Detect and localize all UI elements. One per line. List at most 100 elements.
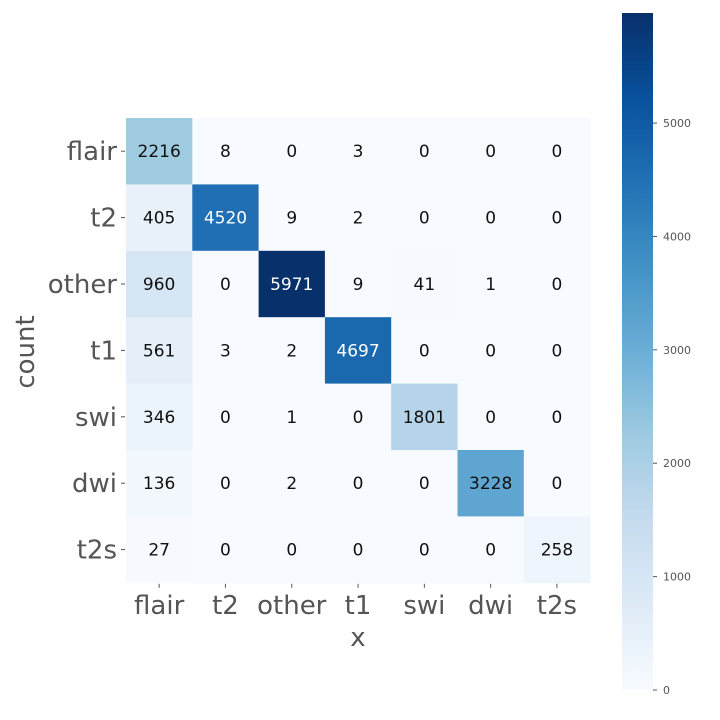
colorbar-tick-label: 3000 (663, 344, 691, 357)
cell-value-label: 0 (485, 142, 496, 162)
heatmap-cell (126, 450, 193, 517)
cell-value-label: 0 (286, 541, 297, 561)
cell-value-label: 0 (485, 209, 496, 229)
heatmap-cell (391, 250, 458, 318)
heatmap-cell (126, 317, 193, 385)
cell-value-label: 0 (552, 275, 563, 295)
heatmap-cell (258, 450, 326, 517)
colorbar-tick-label: 4000 (663, 230, 691, 243)
y-tick-label: dwi (72, 469, 117, 499)
heatmap-cell (126, 516, 193, 584)
cell-value-label: 0 (419, 142, 430, 162)
cell-value-label: 0 (419, 209, 430, 229)
cell-value-label: 0 (220, 541, 231, 561)
heatmap-cell (258, 118, 326, 185)
cell-value-label: 0 (419, 341, 430, 361)
heatmap-cell (192, 516, 260, 584)
cell-value-label: 0 (419, 541, 430, 561)
heatmap-cells (126, 118, 591, 584)
heatmap-cell (391, 184, 458, 252)
cell-value-label: 0 (419, 474, 430, 494)
cell-value-label: 3 (220, 341, 231, 361)
cell-value-label: 0 (286, 142, 297, 162)
heatmap-cell (457, 516, 525, 584)
heatmap-cell (457, 250, 525, 318)
cell-value-label: 0 (353, 408, 364, 428)
cell-value-label: 1801 (403, 408, 446, 428)
x-tick-label: t2s (537, 591, 577, 621)
heatmap-cell (192, 118, 260, 185)
cell-value-label: 2 (286, 341, 297, 361)
heatmap-cell (192, 184, 260, 252)
heatmap-cell (523, 516, 591, 584)
colorbar-tick-label: 5000 (663, 117, 691, 130)
cell-value-label: 0 (220, 408, 231, 428)
heatmap-cell (324, 250, 392, 318)
cell-value-label: 0 (552, 408, 563, 428)
cell-value-label: 8 (220, 142, 231, 162)
heatmap-cell (324, 450, 392, 517)
cell-value-label: 0 (552, 341, 563, 361)
x-tick-label: dwi (468, 591, 513, 621)
x-tick-label: other (257, 591, 327, 621)
heatmap-cell (126, 118, 193, 185)
cell-value-label: 960 (143, 275, 175, 295)
cell-value-label: 0 (220, 474, 231, 494)
heatmap-cell (126, 383, 193, 451)
y-tick-label: t1 (90, 336, 117, 366)
heatmap-cell (523, 250, 591, 318)
heatmap-cell (523, 383, 591, 451)
cell-value-label: 5971 (270, 275, 313, 295)
heatmap-cell (324, 118, 392, 185)
colorbar-gradient (622, 13, 653, 690)
cell-value-label: 405 (143, 209, 175, 229)
cell-value-label: 2216 (138, 142, 181, 162)
heatmap-cell (523, 184, 591, 252)
heatmap-cell (523, 118, 591, 185)
heatmap-cell (192, 250, 260, 318)
cell-value-label: 0 (220, 275, 231, 295)
cell-value-label: 27 (148, 541, 170, 561)
heatmap-cell (457, 317, 525, 385)
cell-value-label: 0 (353, 541, 364, 561)
x-axis-label: x (350, 623, 365, 653)
heatmap-cell (258, 317, 326, 385)
y-tick-label: t2s (77, 536, 117, 566)
cell-value-label: 346 (143, 408, 175, 428)
heatmap-cell (457, 184, 525, 252)
heatmap-cell (523, 450, 591, 517)
cell-value-label: 9 (353, 275, 364, 295)
cell-value-label: 1 (286, 408, 297, 428)
cell-value-label: 2 (353, 209, 364, 229)
heatmap-cell (192, 317, 260, 385)
y-tick-label: flair (67, 137, 118, 167)
heatmap-cell (258, 250, 326, 318)
cell-value-label: 0 (552, 474, 563, 494)
heatmap-cell (192, 383, 260, 451)
heatmap-cell (126, 184, 193, 252)
heatmap-cell (258, 184, 326, 252)
heatmap-cell (324, 317, 392, 385)
cell-value-label: 561 (143, 341, 175, 361)
y-tick-label: t2 (90, 204, 117, 234)
colorbar-tick-label: 2000 (663, 457, 691, 470)
cell-value-label: 3 (353, 142, 364, 162)
x-axis-ticks: flair t2 other t1 swi dwi t2s (134, 583, 577, 621)
heatmap-cell (457, 118, 525, 185)
heatmap-cell (391, 516, 458, 584)
heatmap-cell (391, 317, 458, 385)
x-tick-label: t1 (345, 591, 372, 621)
cell-value-label: 0 (552, 142, 563, 162)
cell-value-label: 2 (286, 474, 297, 494)
cell-value-label: 0 (485, 408, 496, 428)
x-tick-label: t2 (212, 591, 239, 621)
heatmap-cell (324, 184, 392, 252)
cell-value-label: 4697 (336, 341, 379, 361)
cell-value-label: 41 (414, 275, 436, 295)
cell-value-label: 0 (485, 341, 496, 361)
colorbar (622, 13, 653, 690)
y-axis-ticks: flair t2 other t1 swi dwi t2s (48, 137, 125, 566)
cell-value-label: 136 (143, 474, 175, 494)
